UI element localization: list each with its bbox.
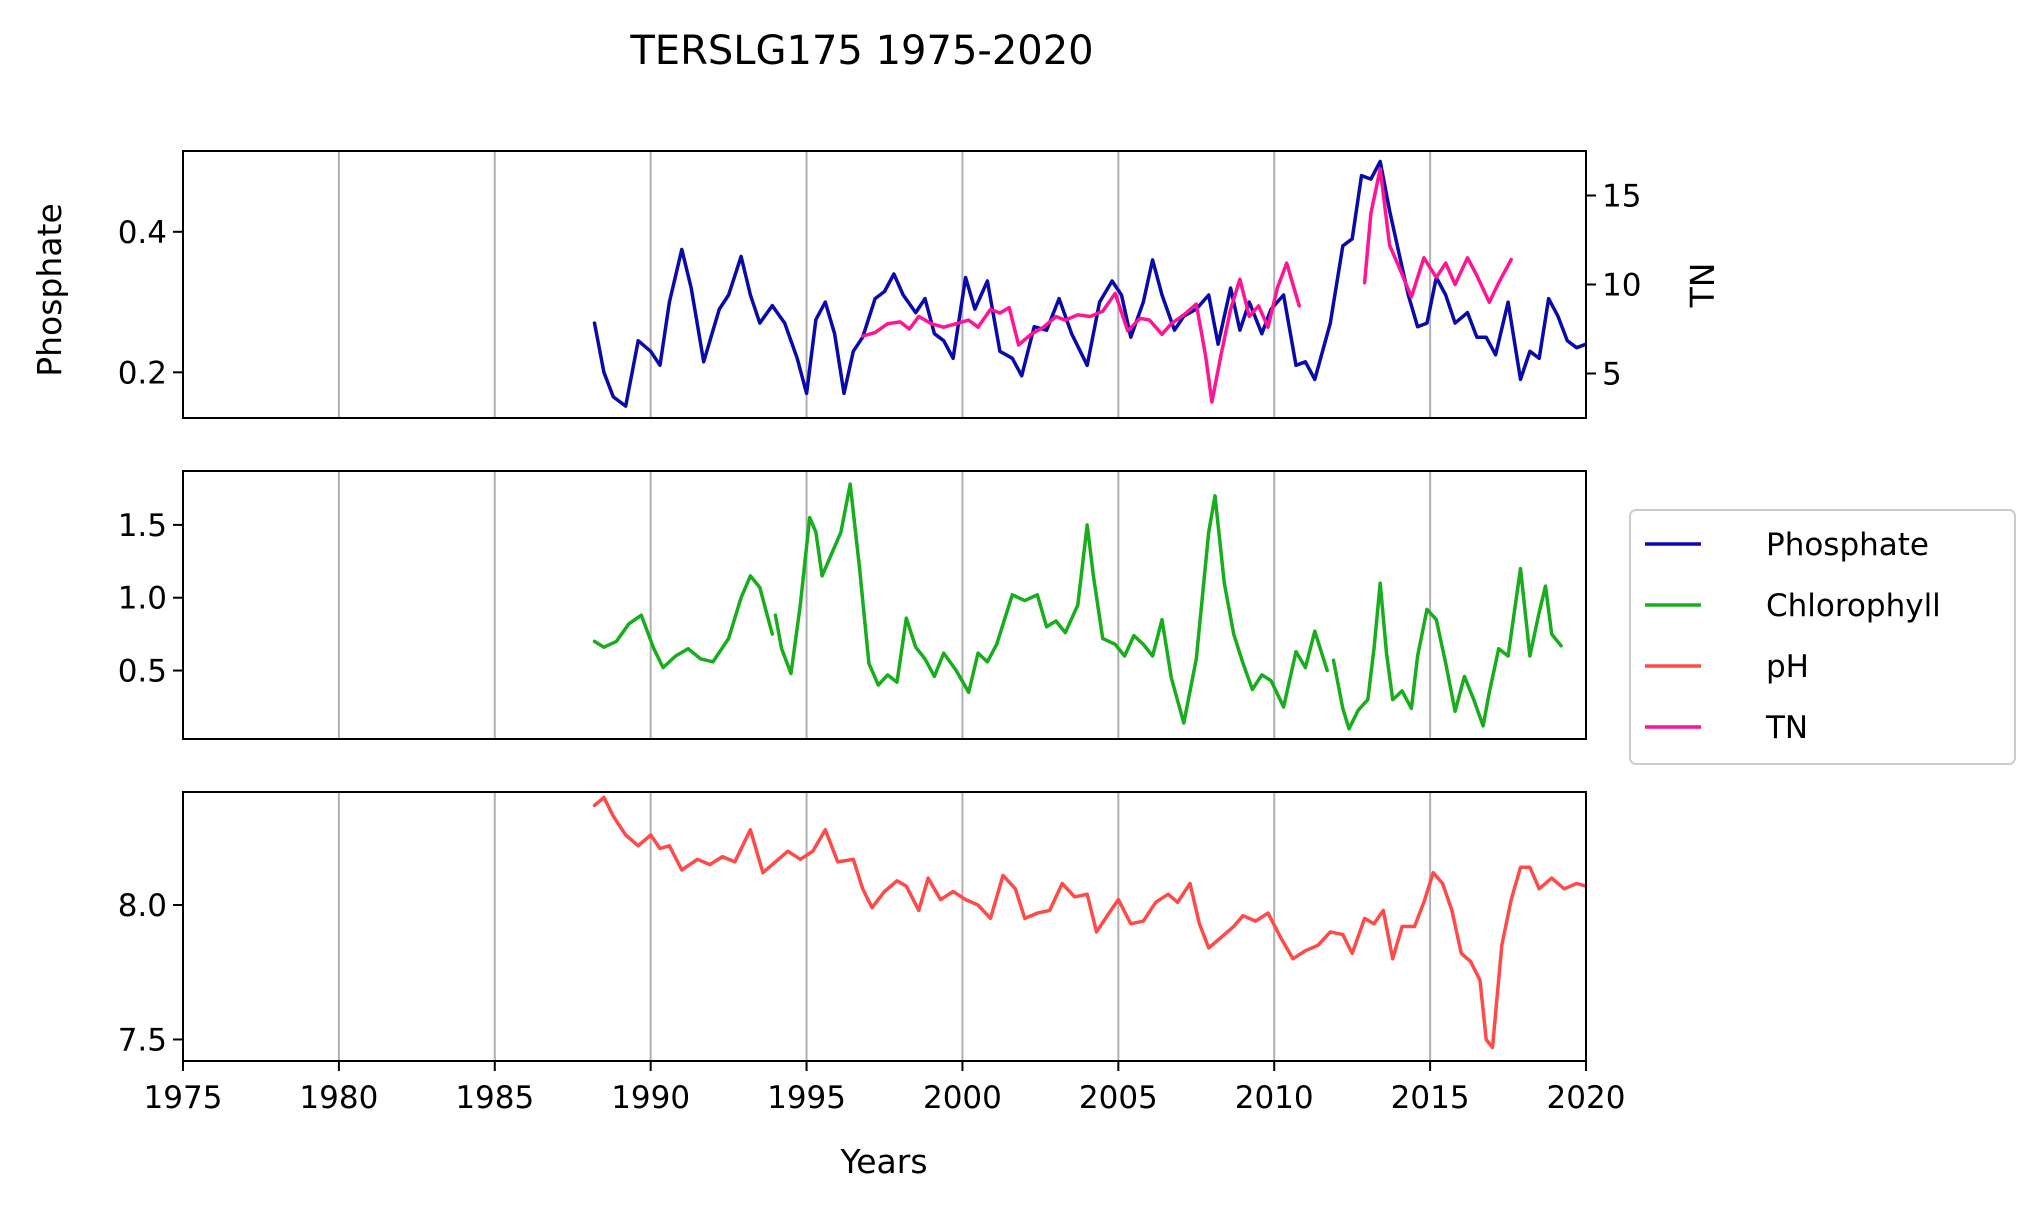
- y-tick-label: 8.0: [118, 888, 167, 924]
- legend-label: Phosphate: [1766, 527, 1929, 563]
- legend-label: pH: [1766, 649, 1809, 685]
- series-chlorophyll-line: [592, 574, 775, 670]
- y-tick-label: 1.5: [118, 508, 167, 544]
- legend-label: TN: [1765, 710, 1808, 746]
- y-tick-label: 0.4: [118, 215, 167, 251]
- x-tick-label: 2000: [923, 1080, 1002, 1116]
- panel-2-frame: [182, 470, 1587, 740]
- panel-1-grid: [337, 151, 1432, 418]
- x-tick-label: 1980: [299, 1080, 378, 1116]
- series-tn-line: [860, 261, 1301, 404]
- legend-box: [1629, 509, 2016, 765]
- x-tick-label: 2005: [1079, 1080, 1158, 1116]
- right-y-tick-label: 5: [1602, 357, 1622, 393]
- legend: Phosphate Chlorophyll pH TN: [1629, 509, 2016, 765]
- panel-2-y-ticks: 0.5 1.0 1.5: [118, 508, 183, 690]
- x-tick-label: 2010: [1235, 1080, 1314, 1116]
- panel-1-y-ticks: 0.2 0.4: [118, 215, 183, 391]
- y-tick-label: 7.5: [118, 1022, 167, 1058]
- x-axis-label: Years: [839, 1142, 927, 1181]
- x-tick-label: 1990: [611, 1080, 690, 1116]
- panel-3-grid: [337, 792, 1432, 1061]
- panel-chlorophyll: 0.5 1.0 1.5: [118, 470, 1587, 740]
- panel-2-grid: [337, 471, 1432, 739]
- panel-1-frame: [182, 150, 1587, 419]
- panel-1-lines: [592, 159, 1586, 408]
- panel-phosphate-tn: 0.2 0.4 5 10 15 Phosphate TN: [30, 150, 1722, 419]
- series-tn-line: [1362, 167, 1513, 305]
- right-y-tick-label: 10: [1602, 268, 1641, 304]
- x-tick-label: 2015: [1391, 1080, 1470, 1116]
- panel-3-y-ticks: 7.5 8.0: [118, 888, 183, 1058]
- panel-3-lines: [592, 795, 1586, 1050]
- x-tick-label: 1985: [455, 1080, 534, 1116]
- right-y-tick-label: 15: [1602, 179, 1641, 215]
- panel-1-ylabel: Phosphate: [30, 203, 69, 377]
- y-tick-label: 1.0: [118, 581, 167, 617]
- y-tick-label: 0.5: [118, 654, 167, 690]
- panel-2-lines: [592, 482, 1563, 731]
- panel-1-right-ylabel: TN: [1683, 263, 1722, 309]
- panel-ph: 7.5 8.0: [118, 791, 1587, 1062]
- legend-label: Chlorophyll: [1766, 588, 1941, 624]
- series-chlorophyll-line: [1331, 566, 1563, 731]
- chart-title: TERSLG175 1975-2020: [629, 28, 1093, 74]
- series-ph-line: [592, 795, 1586, 1050]
- x-tick-label: 2020: [1547, 1080, 1626, 1116]
- panel-1-right-y-ticks: 5 10 15: [1586, 179, 1641, 393]
- x-axis-ticks: 1975 1980 1985 1990 1995 2000 2005 2010 2015 2020: [144, 1061, 1626, 1116]
- series-phosphate-line: [592, 159, 1586, 408]
- series-chlorophyll-line: [773, 482, 1329, 725]
- y-tick-label: 0.2: [118, 355, 167, 391]
- panel-3-frame: [182, 791, 1587, 1062]
- x-tick-label: 1975: [144, 1080, 223, 1116]
- x-tick-label: 1995: [767, 1080, 846, 1116]
